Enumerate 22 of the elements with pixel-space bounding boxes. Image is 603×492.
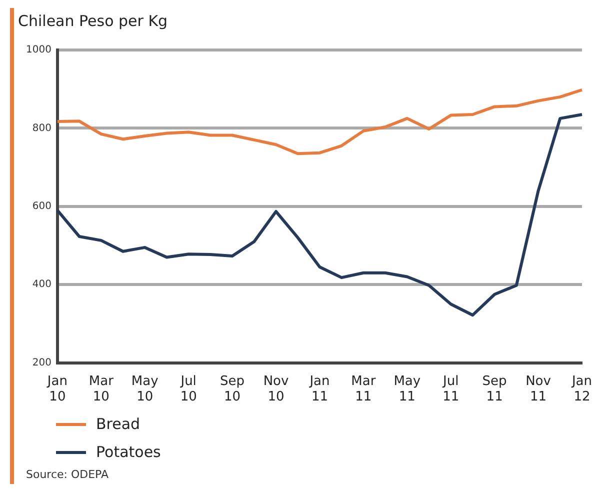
x-tick-label: Sep 10 — [220, 374, 245, 405]
x-tick-label: Jan 10 — [46, 374, 68, 405]
y-tick-label: 600 — [32, 200, 52, 212]
x-tick-label: Sep 11 — [482, 374, 507, 405]
x-tick-label: May 11 — [394, 374, 421, 405]
x-tick-label: Mar 11 — [351, 374, 376, 405]
x-tick-label: May 10 — [131, 374, 159, 405]
y-tick-label: 1000 — [26, 44, 52, 56]
x-tick-label: Jul 11 — [442, 374, 460, 405]
y-tick-label: 800 — [32, 122, 52, 134]
x-tick-label: Jan 12 — [570, 374, 592, 405]
x-tick-label: Nov 10 — [263, 374, 289, 405]
chart-title: Chilean Peso per Kg — [18, 12, 168, 30]
y-tick-label: 400 — [32, 279, 52, 290]
x-tick-label: Nov 11 — [526, 374, 552, 405]
x-tick-label: Mar 10 — [88, 374, 114, 405]
legend-label: Potatoes — [96, 443, 161, 461]
legend-label: Bread — [96, 415, 140, 433]
x-tick-label: Jan 11 — [308, 374, 330, 405]
x-tick-label: Jul 10 — [180, 374, 197, 405]
y-tick-label: 200 — [32, 357, 52, 368]
source-note: Source: ODEPA — [26, 468, 109, 481]
